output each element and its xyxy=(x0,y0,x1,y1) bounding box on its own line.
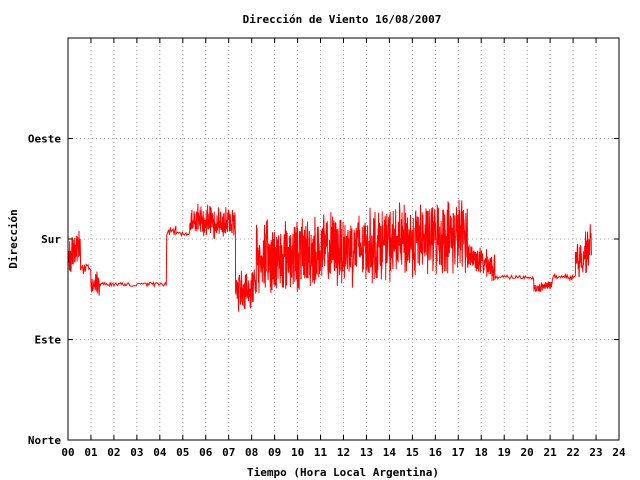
x-tick-label: 14 xyxy=(383,446,397,459)
x-axis-label: Tiempo (Hora Local Argentina) xyxy=(247,466,439,479)
x-tick-label: 11 xyxy=(314,446,328,459)
x-tick-label: 18 xyxy=(475,446,488,459)
x-axis: 00 01 02 03 04 05 06 07 08 09 10 11 12 13 14 15 16 17 18 19… xyxy=(61,38,626,459)
x-tick-label: 16 xyxy=(429,446,443,459)
data-series xyxy=(67,199,592,312)
y-tick-label: Este xyxy=(35,334,62,347)
x-tick-label: 21 xyxy=(544,446,558,459)
x-tick-label: 12 xyxy=(337,446,350,459)
x-tick-label: 10 xyxy=(291,446,304,459)
wind-direction-line xyxy=(67,199,592,312)
x-tick-label: 00 xyxy=(61,446,74,459)
x-tick-label: 09 xyxy=(268,446,281,459)
x-tick-label: 03 xyxy=(130,446,143,459)
x-tick-label: 07 xyxy=(222,446,235,459)
y-tick-label: Norte xyxy=(28,434,61,447)
x-tick-label: 08 xyxy=(245,446,258,459)
x-tick-label: 22 xyxy=(566,446,579,459)
x-tick-label: 04 xyxy=(153,446,167,459)
x-tick-label: 01 xyxy=(84,446,98,459)
chart-title: Dirección de Viento 16/08/2007 xyxy=(243,13,442,26)
x-tick-label: 23 xyxy=(589,446,602,459)
y-tick-label: Sur xyxy=(41,233,61,246)
x-tick-label: 05 xyxy=(176,446,189,459)
y-tick-label: Oeste xyxy=(28,133,61,146)
x-tick-label: 06 xyxy=(199,446,213,459)
x-tick-label: 19 xyxy=(498,446,511,459)
y-axis-label: Dirección xyxy=(7,209,20,269)
x-tick-label: 20 xyxy=(521,446,534,459)
x-tick-label: 02 xyxy=(107,446,120,459)
x-tick-label: 17 xyxy=(452,446,465,459)
x-tick-label: 24 xyxy=(612,446,626,459)
x-tick-label: 13 xyxy=(360,446,373,459)
x-tick-label: 15 xyxy=(406,446,419,459)
y-axis: Norte Este Sur Oeste xyxy=(28,133,619,447)
